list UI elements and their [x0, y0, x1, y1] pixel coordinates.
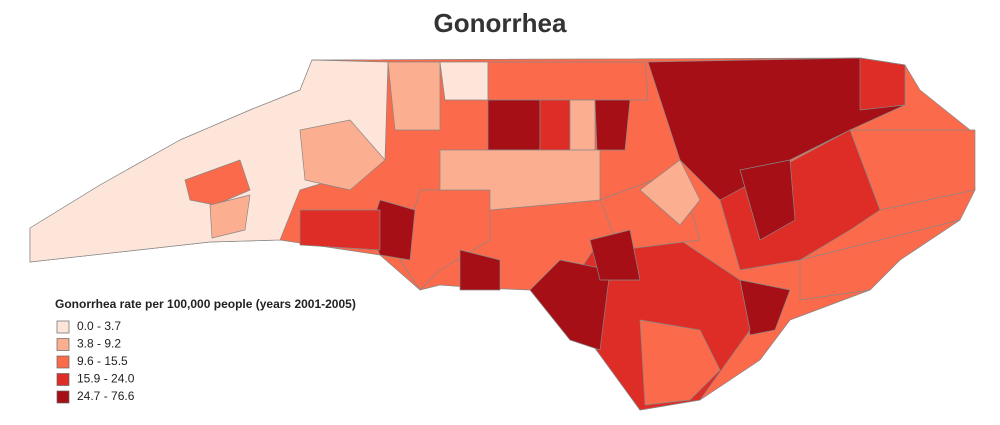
county-region: [639, 319, 721, 406]
legend-swatch: [56, 338, 70, 351]
county-region: [799, 219, 961, 301]
county-region: [439, 61, 489, 101]
county-region: [387, 61, 441, 131]
legend-label: 24.7 - 76.6: [77, 389, 135, 403]
county-region: [569, 99, 596, 151]
county-region: [299, 209, 381, 251]
county-region: [529, 259, 611, 351]
county-region: [299, 119, 386, 191]
county-region: [399, 189, 491, 291]
legend-swatch: [56, 355, 70, 369]
county-region: [29, 59, 389, 263]
county-region: [589, 229, 641, 281]
county-region: [594, 99, 631, 151]
legend-swatch: [56, 390, 70, 404]
legend-label: 0.0 - 3.7: [77, 319, 121, 333]
county-region: [739, 159, 796, 241]
map-title: Gonorrhea: [434, 8, 567, 38]
county-region: [639, 159, 701, 226]
legend-title: Gonorrhea rate per 100,000 people (years…: [55, 297, 356, 311]
county-region: [184, 159, 251, 206]
county-region: [487, 61, 649, 101]
legend-label: 3.8 - 9.2: [77, 337, 121, 351]
county-region: [539, 99, 571, 156]
county-region: [487, 99, 541, 151]
legend-swatch: [56, 373, 70, 386]
county-region: [859, 57, 906, 111]
county-region: [459, 249, 501, 291]
legend: 0.0 - 3.7 3.8 - 9.2 9.6 - 15.5 15.9 - 24.0 2…: [56, 319, 135, 404]
county-region: [209, 194, 251, 239]
legend-swatch: [56, 320, 70, 334]
legend-label: 15.9 - 24.0: [77, 372, 135, 386]
state-map: [29, 57, 976, 411]
legend-label: 9.6 - 15.5: [77, 354, 128, 368]
